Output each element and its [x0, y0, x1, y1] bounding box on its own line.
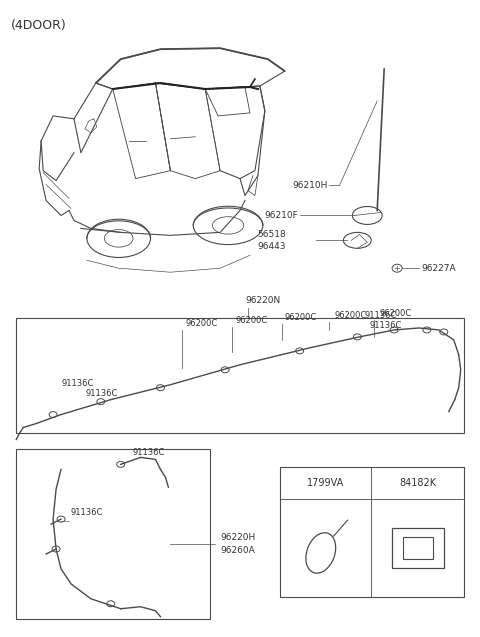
Text: 96210F: 96210F [264, 211, 298, 220]
Text: 96210H: 96210H [292, 181, 327, 190]
Text: 96220H: 96220H [220, 533, 255, 541]
Text: 56518: 56518 [257, 230, 286, 239]
Text: 96200C: 96200C [379, 309, 411, 318]
Text: 96443: 96443 [257, 242, 286, 251]
Text: 91136C: 91136C [61, 379, 94, 388]
Text: 96200C: 96200C [235, 316, 267, 325]
Text: 91136C: 91136C [364, 311, 396, 320]
Text: 96200C: 96200C [185, 319, 217, 328]
Bar [392, 528, 444, 568]
Text: 96227A: 96227A [421, 264, 456, 273]
Text: 91136C: 91136C [86, 389, 118, 397]
Text: (4DOOR): (4DOOR) [12, 19, 67, 32]
Text: 84182K: 84182K [399, 478, 436, 489]
Text: 96260A: 96260A [220, 547, 255, 555]
Text: 96200C: 96200C [335, 311, 367, 320]
Text: 91136C: 91136C [132, 448, 165, 457]
Bar [16, 318, 464, 433]
Text: 96200C: 96200C [285, 313, 317, 322]
Text: 1799VA: 1799VA [307, 478, 344, 489]
Bar [403, 537, 432, 559]
Text: 91136C: 91136C [369, 321, 402, 330]
Bar [280, 468, 464, 597]
Bar [16, 450, 210, 619]
Text: 91136C: 91136C [71, 508, 103, 517]
Text: 96220N: 96220N [245, 296, 280, 304]
